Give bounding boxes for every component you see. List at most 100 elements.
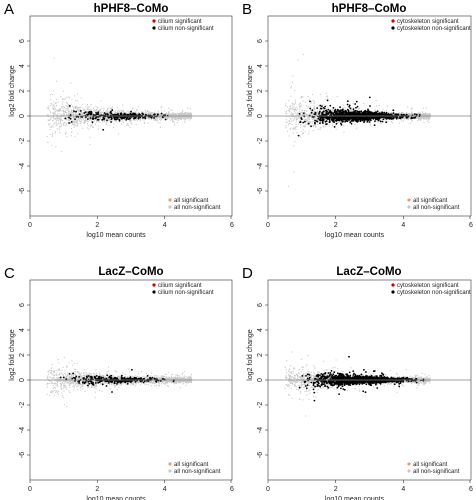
background-point — [317, 111, 319, 114]
background-point — [328, 113, 330, 116]
background-point — [166, 117, 168, 119]
background-point — [314, 124, 316, 126]
background-point — [337, 121, 339, 123]
background-point — [287, 109, 289, 112]
background-point — [292, 128, 294, 130]
background-point — [75, 120, 77, 122]
background-point — [66, 108, 68, 110]
background-point — [61, 103, 63, 105]
background-point — [313, 102, 315, 104]
background-point — [47, 119, 49, 121]
background-point — [183, 118, 185, 120]
background-point — [293, 117, 296, 119]
background-point — [429, 114, 431, 116]
background-point — [52, 111, 54, 113]
background-point — [154, 111, 156, 113]
background-point — [292, 103, 294, 105]
background-point — [134, 111, 136, 114]
background-point — [130, 119, 132, 121]
background-point — [117, 110, 119, 112]
background-point — [82, 103, 84, 105]
background-point — [426, 113, 428, 115]
background-point — [89, 136, 91, 138]
background-point — [64, 108, 66, 110]
background-point — [160, 116, 162, 118]
background-point — [97, 121, 99, 123]
background-point — [344, 107, 346, 109]
background-point — [54, 109, 56, 111]
background-point — [80, 112, 82, 114]
background-point — [63, 111, 65, 113]
background-point — [327, 97, 329, 99]
background-point — [126, 110, 128, 112]
background-point — [300, 96, 302, 98]
background-point — [338, 121, 341, 123]
background-point — [57, 119, 59, 121]
background-point — [409, 117, 411, 119]
background-point — [98, 125, 100, 127]
background-point — [63, 121, 65, 123]
background-point — [157, 122, 159, 124]
background-point — [325, 92, 327, 94]
background-point — [420, 118, 422, 120]
background-point — [78, 107, 80, 109]
background-point — [130, 122, 132, 124]
background-point — [185, 116, 187, 118]
background-point — [402, 117, 404, 119]
background-point — [302, 96, 304, 98]
foreground-point — [360, 110, 363, 113]
background-point — [401, 118, 403, 120]
background-point — [57, 113, 59, 115]
background-point — [67, 107, 69, 110]
background-point — [426, 107, 428, 109]
background-point — [73, 112, 75, 114]
background-point — [296, 118, 298, 120]
background-point — [422, 113, 424, 115]
background-point — [72, 118, 75, 120]
background-point — [327, 106, 329, 109]
background-point — [105, 111, 107, 113]
background-point — [296, 108, 299, 110]
background-point — [188, 114, 190, 116]
background-point — [375, 100, 377, 102]
background-point — [150, 118, 152, 120]
background-point — [77, 107, 79, 109]
background-point — [297, 59, 299, 61]
background-point — [295, 116, 297, 118]
background-point — [72, 114, 74, 116]
background-point — [290, 113, 292, 115]
background-point — [59, 118, 61, 120]
foreground-point — [97, 113, 100, 116]
background-point — [48, 125, 50, 127]
foreground-point — [88, 112, 90, 115]
background-point — [76, 108, 78, 110]
background-point — [155, 120, 158, 122]
background-point — [188, 119, 190, 121]
background-point — [298, 120, 300, 122]
background-point — [143, 122, 146, 124]
background-point — [292, 104, 294, 106]
background-point — [300, 119, 302, 121]
background-point — [180, 117, 182, 120]
background-point — [87, 124, 89, 126]
background-point — [54, 131, 57, 133]
background-point — [295, 120, 298, 122]
background-point — [342, 107, 344, 109]
foreground-point — [80, 110, 82, 112]
background-point — [410, 108, 412, 110]
background-point — [106, 121, 108, 123]
background-point — [71, 117, 73, 119]
background-point — [308, 98, 311, 100]
background-point — [113, 126, 115, 129]
background-point — [140, 118, 142, 120]
background-point — [390, 120, 392, 123]
background-point — [94, 109, 96, 111]
background-point — [103, 120, 105, 123]
background-point — [85, 118, 87, 120]
foreground-point — [302, 112, 305, 115]
foreground-point — [64, 117, 67, 120]
background-point — [170, 118, 173, 120]
background-point — [70, 135, 72, 137]
foreground-point — [107, 113, 109, 116]
